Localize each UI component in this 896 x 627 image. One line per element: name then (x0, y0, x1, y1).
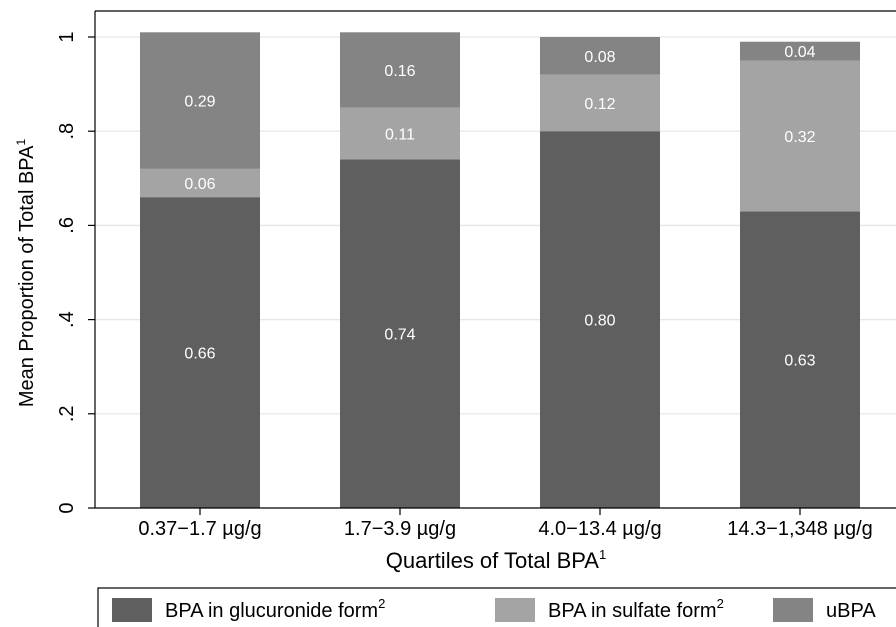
bar-segment (340, 107, 460, 160)
x-axis-title: Quartiles of Total BPA1 (386, 547, 606, 573)
legend-swatch (773, 598, 813, 622)
x-tick-label: 0.37−1.7 µg/g (138, 518, 261, 540)
bar-segment (740, 41, 860, 61)
bar-value-label: 0.04 (784, 44, 815, 61)
axes (94, 10, 896, 509)
bars (140, 32, 860, 508)
bar-value-label: 0.32 (784, 129, 815, 146)
bar-segment (740, 211, 860, 508)
y-axis-title: Mean Proportion of Total BPA1 (14, 139, 38, 408)
y-tick-label: 0 (56, 502, 78, 513)
bar-value-label: 0.80 (584, 313, 615, 330)
bar-segment (540, 74, 660, 132)
legend-label: BPA in glucuronide form2 (165, 596, 385, 622)
bar-value-labels: 0.66 0.06 0.29 0.74 0.11 0.16 0.80 0.12 0.08 0.63… (184, 44, 815, 370)
bar-value-label: 0.08 (584, 49, 615, 66)
bar-value-label: 0.74 (384, 327, 415, 344)
y-tick-label: .8 (56, 123, 78, 140)
bar-segment (140, 197, 260, 508)
y-tick-label: 1 (56, 31, 78, 42)
y-tick-label: .6 (56, 217, 78, 234)
bar-segment (340, 159, 460, 508)
bar-value-label: 0.63 (784, 353, 815, 370)
bar-segment (740, 60, 860, 212)
bar-segment (540, 131, 660, 508)
bar-segment (540, 37, 660, 75)
legend-swatch (495, 598, 535, 622)
x-axis-ticks: 0.37−1.7 µg/g 1.7−3.9 µg/g 4.0−13.4 µg/g 14… (138, 508, 873, 540)
bar-value-label: 0.29 (184, 94, 215, 111)
y-tick-label: .4 (56, 311, 78, 328)
bar-value-label: 0.16 (384, 63, 415, 80)
legend-label: uBPA (826, 600, 876, 622)
legend-label: BPA in sulfate form2 (548, 596, 724, 622)
bar-segment (140, 168, 260, 198)
legend-swatch (112, 598, 152, 622)
legend: BPA in glucuronide form2 BPA in sulfate f… (97, 587, 896, 627)
y-tick-label: .2 (56, 405, 78, 422)
bar-value-label: 0.06 (184, 176, 215, 193)
bar-segment (140, 32, 260, 169)
x-tick-label: 1.7−3.9 µg/g (344, 518, 456, 540)
bar-segment (340, 32, 460, 108)
x-tick-label: 14.3−1,348 µg/g (727, 518, 873, 540)
x-tick-label: 4.0−13.4 µg/g (538, 518, 661, 540)
y-axis-ticks: 0 .2 .4 .6 .8 1 (56, 31, 95, 514)
bar-value-label: 0.12 (584, 96, 615, 113)
bar-value-label: 0.66 (184, 346, 215, 363)
bar-value-label: 0.11 (385, 127, 415, 144)
